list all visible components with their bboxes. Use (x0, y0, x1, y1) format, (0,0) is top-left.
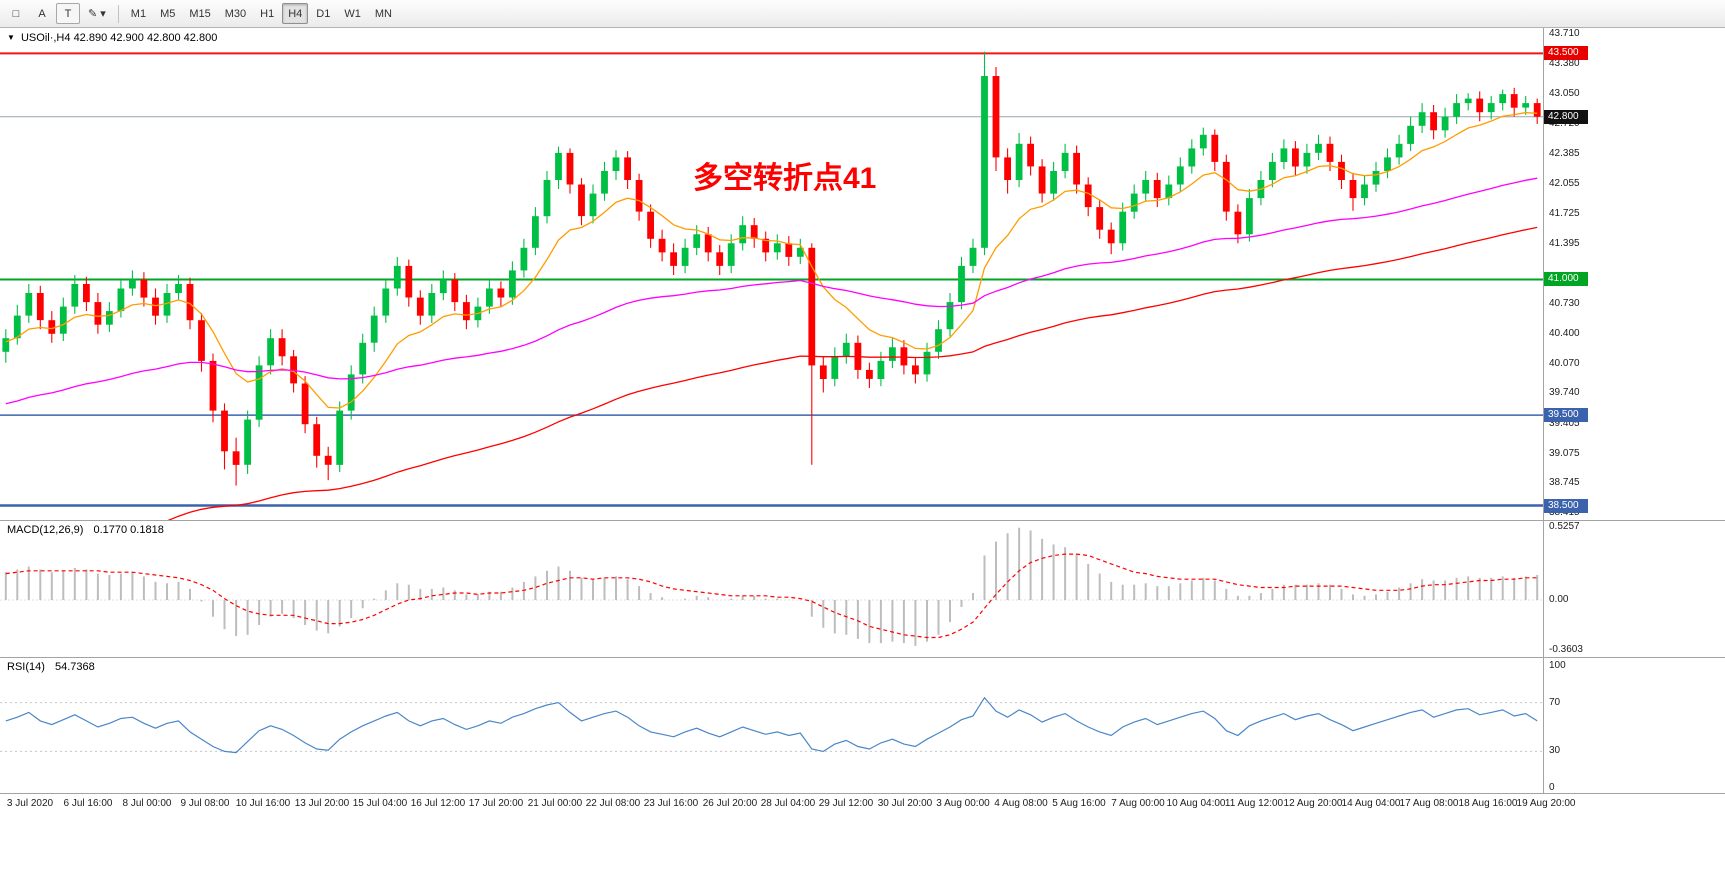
price-tick: 43.380 (1549, 58, 1580, 69)
timeframe-m30[interactable]: M30 (224, 7, 247, 20)
time-tick-label: 3 Aug 00:00 (936, 798, 990, 809)
price-tick: 42.055 (1549, 178, 1580, 189)
time-tick-label: 28 Jul 04:00 (760, 798, 816, 809)
macd-panel[interactable]: MACD(12,26,9) 0.1770 0.1818 (0, 521, 1543, 657)
price-level-badge: 38.500 (1544, 499, 1588, 513)
macd-tick: 0.00 (1549, 594, 1569, 605)
time-tick-label: 23 Jul 16:00 (643, 798, 699, 809)
price-tick: 39.075 (1549, 448, 1580, 459)
panel-separator[interactable] (0, 657, 1725, 658)
timeframe-m1[interactable]: M1 (130, 7, 147, 20)
rsi-value: 54.7368 (54, 661, 95, 673)
time-tick-label: 29 Jul 12:00 (818, 798, 874, 809)
time-tick-label: 12 Aug 20:00 (1283, 798, 1343, 809)
chart-window-icon[interactable]: □ (12, 7, 20, 20)
rsi-canvas[interactable] (0, 658, 1543, 793)
price-axis-border (1543, 28, 1544, 794)
price-tick: 42.385 (1549, 148, 1580, 159)
drawing-tools-group: □ A T ✎ ▾ (4, 3, 112, 24)
time-tick-label: 15 Jul 04:00 (352, 798, 408, 809)
rsi-panel[interactable]: RSI(14) 54.7368 (0, 658, 1543, 793)
candlestick-canvas[interactable] (0, 29, 1543, 520)
macd-indicator-label: MACD(12,26,9) 0.1770 0.1818 (7, 524, 164, 536)
price-chart-panel[interactable]: ▼ USOil·,H4 42.890 42.900 42.800 42.800 … (0, 29, 1543, 520)
price-tick: 39.740 (1549, 387, 1580, 398)
time-tick-label: 4 Aug 08:00 (994, 798, 1048, 809)
price-tick: 40.070 (1549, 358, 1580, 369)
timeframe-w1[interactable]: W1 (344, 7, 361, 20)
time-tick-label: 21 Jul 00:00 (527, 798, 583, 809)
time-axis-separator (0, 793, 1725, 794)
price-level-badge: 43.500 (1544, 46, 1588, 60)
time-tick-label: 26 Jul 20:00 (702, 798, 758, 809)
macd-tick: 0.5257 (1549, 521, 1580, 532)
price-tick: 38.745 (1549, 477, 1580, 488)
time-tick-label: 11 Aug 12:00 (1224, 798, 1284, 809)
time-tick-label: 3 Jul 2020 (6, 798, 54, 809)
symbol-title: ▼ USOil·,H4 42.890 42.900 42.800 42.800 (7, 32, 217, 44)
timeframe-group: M1 M5 M15 M30 H1 H4 D1 W1 MN (125, 3, 398, 24)
timeframe-m5[interactable]: M5 (160, 7, 176, 20)
panel-separator[interactable] (0, 520, 1725, 521)
rsi-tick: 70 (1549, 697, 1561, 708)
time-tick-label: 16 Jul 12:00 (410, 798, 466, 809)
time-tick-label: 10 Jul 16:00 (235, 798, 291, 809)
price-tick: 43.710 (1549, 28, 1580, 39)
price-tick: 43.050 (1549, 88, 1580, 99)
time-tick-label: 22 Jul 08:00 (585, 798, 641, 809)
toolbar-separator (117, 4, 119, 23)
time-tick-label: 9 Jul 08:00 (180, 798, 230, 809)
chart-annotation-text: 多空转折点41 (693, 162, 877, 195)
time-tick-label: 17 Aug 08:00 (1399, 798, 1459, 809)
rsi-tick: 30 (1549, 745, 1561, 756)
ohlc-values: 42.890 42.900 42.800 42.800 (73, 32, 218, 44)
collapse-icon[interactable]: ▼ (7, 33, 15, 42)
rsi-name: RSI(14) (7, 661, 45, 673)
macd-canvas[interactable] (0, 521, 1543, 657)
time-tick-label: 30 Jul 20:00 (877, 798, 933, 809)
time-tick-label: 17 Jul 20:00 (468, 798, 524, 809)
draw-tools-dropdown[interactable]: ✎ ▾ (88, 8, 106, 20)
price-level-badge: 39.500 (1544, 408, 1588, 422)
price-tick: 41.725 (1549, 208, 1580, 219)
toolbar: □ A T ✎ ▾ M1 M5 M15 M30 H1 H4 D1 W1 MN (0, 0, 1725, 28)
time-tick-label: 7 Aug 00:00 (1111, 798, 1165, 809)
time-tick-label: 10 Aug 04:00 (1166, 798, 1226, 809)
time-tick-label: 8 Jul 00:00 (122, 798, 172, 809)
timeframe-m15[interactable]: M15 (189, 7, 211, 20)
timeframe-d1[interactable]: D1 (316, 7, 331, 20)
time-axis[interactable]: 3 Jul 2020 6 Jul 16:00 8 Jul 00:00 9 Jul 08… (0, 794, 1725, 816)
rsi-indicator-label: RSI(14) 54.7368 (7, 661, 95, 673)
price-level-badge: 42.800 (1544, 110, 1588, 124)
price-tick: 40.730 (1549, 298, 1580, 309)
timeframe-h4[interactable]: H4 (282, 3, 309, 24)
timeframe-mn[interactable]: MN (374, 7, 392, 20)
text-box-tool[interactable]: T (56, 3, 80, 24)
timeframe-h1[interactable]: H1 (260, 7, 275, 20)
text-label-tool[interactable]: A (38, 7, 46, 20)
symbol-timeframe-label: USOil·,H4 (20, 32, 71, 44)
time-tick-label: 13 Jul 20:00 (294, 798, 350, 809)
time-tick-label: 19 Aug 20:00 (1516, 798, 1576, 809)
price-level-badge: 41.000 (1544, 272, 1588, 286)
price-tick: 41.395 (1549, 238, 1580, 249)
time-tick-label: 18 Aug 16:00 (1458, 798, 1518, 809)
price-axis[interactable]: 43.71043.38043.05042.72042.38542.05541.7… (1543, 0, 1725, 894)
time-tick-label: 6 Jul 16:00 (63, 798, 113, 809)
time-tick-label: 14 Aug 04:00 (1341, 798, 1401, 809)
rsi-tick: 100 (1549, 660, 1566, 671)
time-tick-label: 5 Aug 16:00 (1052, 798, 1106, 809)
macd-name: MACD(12,26,9) (7, 524, 84, 536)
price-tick: 40.400 (1549, 328, 1580, 339)
macd-tick: -0.3603 (1549, 644, 1583, 655)
price-tick: 39.405 (1549, 418, 1580, 429)
rsi-tick: 0 (1549, 782, 1555, 793)
macd-values: 0.1770 0.1818 (93, 524, 164, 536)
